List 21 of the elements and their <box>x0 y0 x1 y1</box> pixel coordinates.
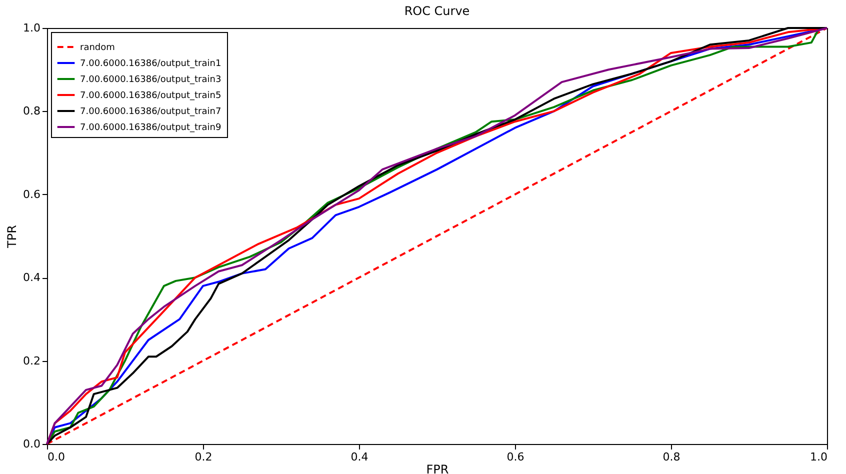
x-tick-label: 0.8 <box>662 450 680 464</box>
legend-label: 7.00.6000.16386/output_train5 <box>80 91 222 101</box>
legend-label: random <box>80 43 115 53</box>
y-tick-label: 0.8 <box>23 104 40 118</box>
legend-label: 7.00.6000.16386/output_train3 <box>80 75 222 85</box>
x-tick-label: 1.0 <box>810 450 828 464</box>
legend-label: 7.00.6000.16386/output_train1 <box>80 59 222 69</box>
x-tick-label: 0.6 <box>506 450 524 464</box>
legend-label: 7.00.6000.16386/output_train7 <box>80 107 222 117</box>
chart-title: ROC Curve <box>404 4 470 18</box>
x-tick-label: 0.2 <box>194 450 212 464</box>
x-tick-label: 0.4 <box>350 450 368 464</box>
x-tick-label: 0.0 <box>48 450 65 464</box>
legend-label: 7.00.6000.16386/output_train9 <box>80 123 222 133</box>
y-tick-label: 0.4 <box>23 271 40 284</box>
y-tick-label: 0.0 <box>23 438 40 450</box>
y-tick-label: 0.6 <box>23 188 40 201</box>
x-axis-title: FPR <box>426 462 449 474</box>
y-axis-title: TPR <box>5 225 20 249</box>
y-tick-label: 0.2 <box>23 354 40 368</box>
y-tick-label: 1.0 <box>23 22 40 34</box>
